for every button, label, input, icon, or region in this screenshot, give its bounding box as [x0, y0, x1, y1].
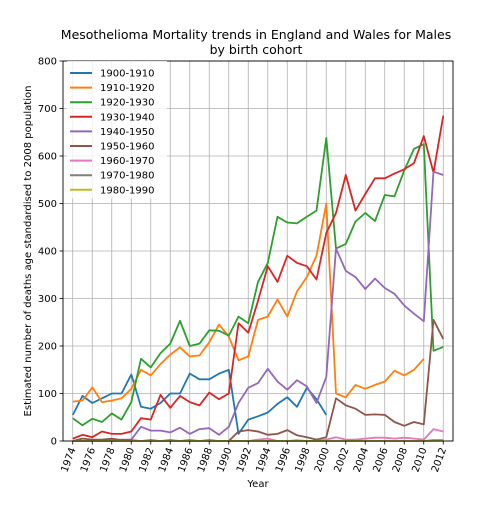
y-tick-label: 200	[38, 342, 57, 353]
x-tick-label: 1974	[60, 446, 79, 474]
x-tick-label: 2012	[430, 446, 449, 474]
y-tick-label: 800	[38, 57, 57, 68]
x-tick-label: 1988	[196, 446, 215, 474]
x-tick-label: 2002	[333, 446, 352, 474]
x-tick-label: 1982	[138, 446, 157, 474]
x-tick-label: 2000	[313, 446, 332, 474]
x-tick-label: 2008	[391, 446, 410, 474]
legend-label: 1930-1940	[100, 112, 155, 123]
legend-label: 1950-1960	[100, 142, 155, 153]
y-axis-label: Estimated number of deaths age standardi…	[23, 86, 34, 417]
series-line-1930-1940	[72, 115, 445, 440]
series-line-1920-1930	[72, 136, 444, 427]
chart-subtitle: by birth cohort	[210, 42, 303, 57]
y-tick-label: 400	[38, 247, 57, 258]
x-tick-label: 1990	[216, 446, 235, 474]
series-line-1900-1910	[71, 368, 328, 435]
x-tick-label: 1986	[177, 446, 196, 474]
x-tick-label: 1980	[118, 446, 137, 474]
x-tick-label: 1976	[79, 446, 98, 474]
legend-label: 1940-1950	[100, 127, 155, 138]
y-tick-label: 600	[38, 152, 57, 163]
chart-title: Mesothelioma Mortality trends in England…	[61, 27, 451, 42]
legend-label: 1920-1930	[100, 98, 155, 109]
y-tick-label: 0	[51, 437, 57, 448]
legend-label: 1900-1910	[100, 69, 155, 80]
legend-label: 1960-1970	[100, 156, 155, 167]
x-tick-label: 2004	[352, 446, 371, 474]
x-tick-label: 2010	[411, 446, 430, 474]
x-tick-label: 2006	[372, 446, 391, 474]
y-tick-label: 300	[38, 294, 57, 305]
y-tick-label: 100	[38, 389, 57, 400]
x-tick-label: 1978	[99, 446, 118, 474]
x-tick-label: 1992	[235, 446, 254, 474]
legend: 1900-1910 1910-1920 1920-1930 1930-1940 1940…	[67, 61, 167, 199]
series-line-1940-1950	[72, 170, 444, 442]
legend-label: 1910-1920	[100, 83, 155, 94]
x-tick-label: 1984	[157, 446, 176, 474]
x-tick-label: 1994	[255, 446, 274, 474]
series-line-1910-1920	[72, 202, 425, 404]
x-tick-label: 1996	[274, 446, 293, 474]
legend-label: 1970-1980	[100, 171, 155, 182]
y-tick-label: 700	[38, 104, 57, 115]
x-axis-label: Year	[246, 479, 269, 490]
legend-label: 1980-1990	[100, 185, 155, 196]
y-tick-label: 500	[38, 199, 57, 210]
x-tick-label: 1998	[294, 446, 313, 474]
